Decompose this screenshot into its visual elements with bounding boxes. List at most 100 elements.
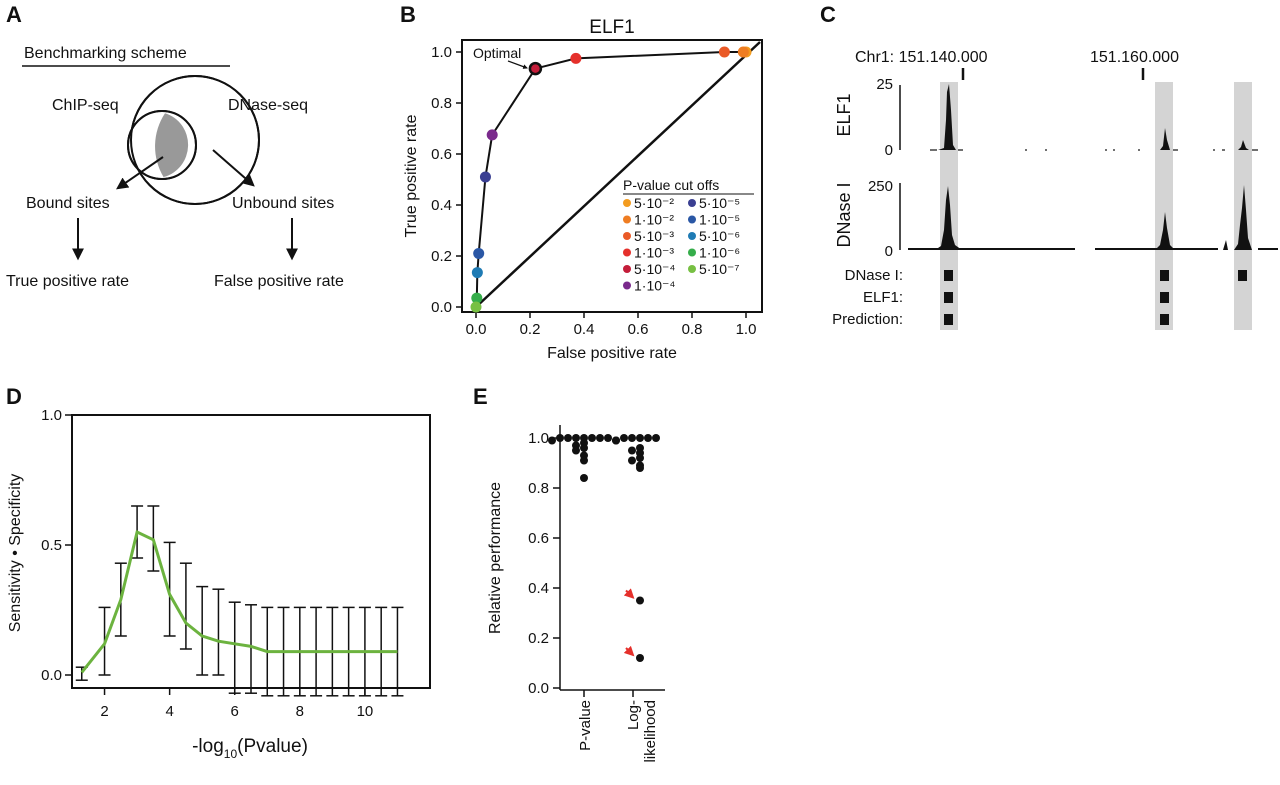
e-points bbox=[548, 434, 660, 662]
e-point bbox=[644, 434, 652, 442]
e-highlight-arrow bbox=[623, 645, 635, 657]
legend-label: 1·10⁻⁴ bbox=[634, 278, 675, 294]
e-point bbox=[588, 434, 596, 442]
roc-points bbox=[470, 46, 752, 313]
elf1-peak-2 bbox=[1160, 128, 1170, 150]
roc-xtick-label: 0.4 bbox=[574, 321, 595, 338]
elf1-peak-3 bbox=[1238, 140, 1249, 150]
e-point bbox=[636, 654, 644, 662]
roc-title: ELF1 bbox=[589, 17, 634, 38]
d-xtick-label: 10 bbox=[357, 703, 374, 720]
legend-label: 1·10⁻³ bbox=[634, 245, 674, 261]
e-ytick-label: 0.2 bbox=[528, 630, 549, 647]
e-point bbox=[556, 434, 564, 442]
d-xtick-label: 2 bbox=[100, 703, 108, 720]
roc-ytick-label: 0.8 bbox=[431, 95, 452, 112]
e-point bbox=[580, 474, 588, 482]
roc-legend: 5·10⁻²1·10⁻²5·10⁻³1·10⁻³5·10⁻⁴1·10⁻⁴ 5·10… bbox=[623, 195, 740, 294]
e-point bbox=[604, 434, 612, 442]
legend-swatch bbox=[688, 215, 696, 224]
roc-ytick-label: 0.0 bbox=[431, 299, 452, 316]
dnase-peak-2 bbox=[1155, 212, 1175, 250]
legend-swatch bbox=[623, 265, 631, 273]
legend-label: 5·10⁻⁴ bbox=[634, 261, 675, 277]
legend-title: P-value cut offs bbox=[623, 177, 719, 193]
e-ytick-label: 0.8 bbox=[528, 480, 549, 497]
legend-label: 1·10⁻⁶ bbox=[699, 245, 740, 261]
e-point bbox=[628, 456, 636, 465]
legend-swatch bbox=[623, 281, 631, 290]
legend-label: 5·10⁻⁷ bbox=[699, 261, 739, 277]
e-point bbox=[572, 446, 580, 455]
e-point bbox=[628, 446, 636, 455]
legend-swatch bbox=[688, 248, 696, 257]
legend-swatch bbox=[688, 232, 696, 240]
d-ylabel: Sensitivity • Specificity bbox=[7, 474, 24, 633]
dnase-peak-3 bbox=[1234, 185, 1252, 250]
legend-swatch bbox=[623, 215, 631, 224]
e-highlight-arrow bbox=[623, 588, 635, 599]
d-ytick-label: 0.5 bbox=[41, 537, 62, 554]
roc-xlabel: False positive rate bbox=[547, 345, 677, 362]
bound-sites-label: Bound sites bbox=[26, 195, 110, 212]
panel-b: B ELF1 0.0 0.2 0.4 0.6 0.8 1.0 0.0 0.2 0.4 0.6 0.8… bbox=[400, 2, 763, 362]
d-ytick-label: 1.0 bbox=[41, 407, 62, 424]
roc-point bbox=[471, 267, 483, 279]
d-xlabel: -log10(Pvalue) bbox=[192, 736, 308, 761]
roc-point bbox=[470, 301, 482, 313]
roc-xtick-label: 1.0 bbox=[736, 321, 757, 338]
panel-d: D 2 4 6 8 10 0.0 0.5 1.0 Sensitivity • Specific… bbox=[6, 384, 431, 761]
panel-a-letter: A bbox=[6, 2, 22, 27]
e-ytick-label: 0.0 bbox=[528, 680, 549, 697]
bound-arrow bbox=[116, 156, 164, 190]
e-point bbox=[636, 596, 644, 605]
panel-b-letter: B bbox=[400, 2, 416, 27]
e-cat-pvalue: P-value bbox=[577, 700, 594, 751]
roc-xtick-label: 0.6 bbox=[628, 321, 649, 338]
legend-label: 1·10⁻⁵ bbox=[699, 212, 740, 228]
chip-seq-label: ChIP-seq bbox=[52, 97, 119, 114]
row-label-prediction: Prediction: bbox=[832, 311, 903, 328]
track-dnase-label: DNase I bbox=[834, 182, 854, 247]
e-point bbox=[596, 434, 604, 442]
legend-swatch bbox=[623, 199, 631, 207]
e-point bbox=[572, 434, 580, 442]
roc-point bbox=[528, 61, 543, 76]
e-point bbox=[612, 436, 620, 445]
e-ticks: 0.0 0.2 0.4 0.6 0.8 1.0 bbox=[528, 430, 634, 697]
e-ytick-label: 0.6 bbox=[528, 530, 549, 547]
legend-label: 5·10⁻⁶ bbox=[699, 228, 740, 244]
e-ytick-label: 0.4 bbox=[528, 580, 549, 597]
d-errorbars bbox=[75, 505, 404, 697]
e-cat-loglik: Log-likelihood bbox=[625, 700, 659, 763]
dnase-ytick-bottom: 0 bbox=[885, 243, 893, 260]
d-ticks: 2 4 6 8 10 0.0 0.5 1.0 bbox=[41, 407, 373, 720]
panel-c: C Chr1: 151.140.000 151.160.000 ELF1 25 … bbox=[820, 2, 1278, 330]
unbound-arrow bbox=[212, 149, 255, 187]
d-ytick-label: 0.0 bbox=[41, 667, 62, 684]
dnase-peak-1 bbox=[935, 186, 962, 250]
legend-swatch bbox=[688, 199, 696, 207]
e-point bbox=[652, 434, 660, 442]
e-point bbox=[636, 464, 644, 472]
legend-label: 5·10⁻⁵ bbox=[699, 195, 740, 211]
site-markers bbox=[944, 270, 1247, 325]
legend-swatch bbox=[688, 265, 696, 273]
row-label-dnase: DNase I: bbox=[845, 267, 903, 284]
roc-xtick-label: 0.2 bbox=[520, 321, 541, 338]
roc-ytick-label: 0.6 bbox=[431, 146, 452, 163]
optimal-annotation: Optimal bbox=[473, 45, 521, 61]
roc-diagonal bbox=[475, 41, 761, 308]
tpr-label: True positive rate bbox=[6, 273, 129, 290]
panel-a: A Benchmarking scheme ChIP-seq DNase-seq… bbox=[6, 2, 344, 290]
roc-point bbox=[737, 46, 749, 58]
e-point bbox=[564, 434, 572, 442]
roc-ytick-label: 0.4 bbox=[431, 197, 452, 214]
d-xtick-label: 6 bbox=[231, 703, 239, 720]
roc-ytick-label: 0.2 bbox=[431, 248, 452, 265]
panel-d-letter: D bbox=[6, 384, 22, 409]
roc-point bbox=[486, 129, 498, 141]
elf1-ytick-bottom: 0 bbox=[885, 142, 893, 159]
fpr-label: False positive rate bbox=[214, 273, 344, 290]
